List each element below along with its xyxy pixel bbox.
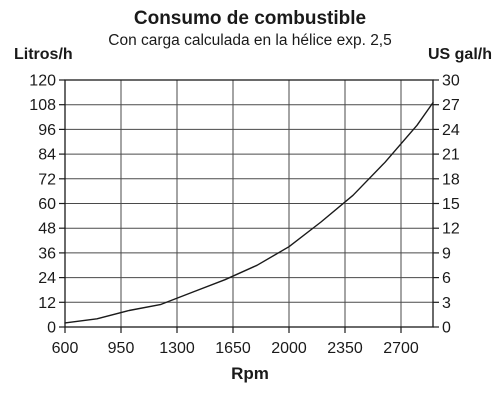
data-point — [256, 265, 257, 266]
data-point — [96, 318, 97, 319]
data-point — [128, 310, 129, 311]
y-tick-label-left: 72 — [38, 171, 56, 188]
y-tick-label-left: 84 — [38, 147, 56, 164]
y-tick-label-right: 6 — [442, 270, 451, 287]
y-tick-label-left: 24 — [38, 270, 56, 287]
chart-title: Consumo de combustible — [133, 8, 367, 29]
y-tick-label-left: 96 — [38, 122, 56, 139]
data-point — [352, 195, 353, 196]
data-point — [416, 125, 417, 126]
x-tick-label: 2700 — [383, 340, 419, 357]
data-point — [160, 304, 161, 305]
y-tick-label-right: 18 — [442, 171, 460, 188]
y-tick-label-right: 30 — [442, 73, 460, 90]
x-tick-label: 600 — [52, 340, 79, 357]
y-tick-label-right: 9 — [442, 245, 451, 262]
x-tick-label: 2350 — [327, 340, 363, 357]
data-point — [288, 246, 289, 247]
y-tick-label-right: 3 — [442, 295, 451, 312]
y-tick-label-left: 36 — [38, 245, 56, 262]
x-tick-label: 950 — [108, 340, 135, 357]
y-tick-label-right: 0 — [442, 320, 451, 337]
y-axis-left-label: Litros/h — [14, 46, 73, 63]
data-point — [64, 322, 65, 323]
y-tick-label-left: 12 — [38, 295, 56, 312]
y-tick-label-left: 60 — [38, 196, 56, 213]
x-axis-label: Rpm — [231, 364, 269, 383]
data-point — [432, 102, 433, 103]
y-axis-right-label: US gal/h — [427, 46, 492, 63]
x-tick-label: 1650 — [215, 340, 251, 357]
y-tick-label-right: 12 — [442, 221, 460, 238]
y-tick-label-left: 48 — [38, 221, 56, 238]
y-tick-label-left: 120 — [29, 73, 56, 90]
data-point — [224, 279, 225, 280]
x-tick-label: 2000 — [271, 340, 307, 357]
data-point — [192, 291, 193, 292]
data-point — [320, 221, 321, 222]
y-tick-label-right: 27 — [442, 97, 460, 114]
y-tick-label-left: 108 — [29, 97, 56, 114]
y-tick-label-left: 0 — [47, 320, 56, 337]
series-line — [64, 101, 434, 324]
y-tick-label-right: 24 — [442, 122, 460, 139]
data-point — [384, 162, 385, 163]
x-tick-label: 1300 — [159, 340, 195, 357]
y-tick-label-right: 21 — [442, 147, 460, 164]
chart-subtitle: Con carga calculada en la hélice exp. 2,… — [108, 32, 392, 49]
y-tick-label-right: 15 — [442, 196, 460, 213]
